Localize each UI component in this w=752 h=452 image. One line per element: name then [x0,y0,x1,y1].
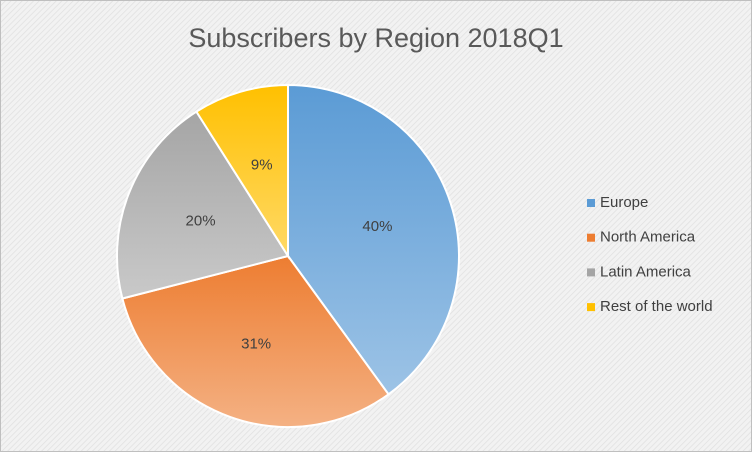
chart-title: Subscribers by Region 2018Q1 [188,23,563,53]
pie-slice [194,83,289,260]
legend-label: Latin America [600,263,692,280]
legend-label: Europe [600,194,648,211]
legend-swatch [587,303,595,312]
data-label: 40% [362,218,392,235]
pie-slice [287,83,460,396]
legend-swatch [587,268,595,277]
data-label: 9% [251,157,273,174]
legend: Europe North America Latin America Rest of … [587,194,713,315]
legend-swatch [587,199,595,207]
legend-label: Rest of the world [600,298,713,315]
legend-label: North America [600,229,696,246]
pie-slice [121,254,390,428]
data-label: 20% [186,212,216,229]
pie: 40% 31% 20% 9% [116,83,460,428]
pie-slice [116,110,290,300]
data-label: 31% [241,335,271,352]
legend-swatch [587,233,595,242]
